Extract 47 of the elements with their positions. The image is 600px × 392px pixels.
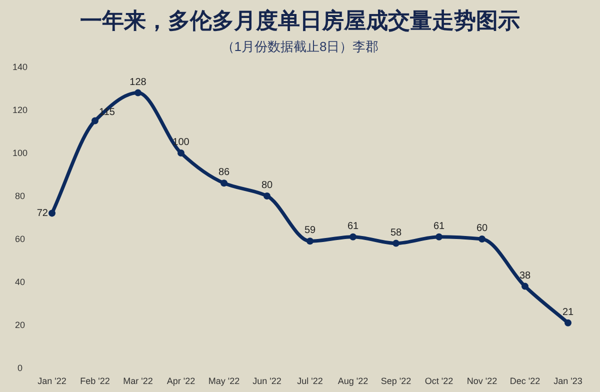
- y-tick-label: 120: [12, 105, 28, 115]
- x-tick-label: Dec '22: [510, 376, 540, 386]
- data-label: 59: [304, 225, 316, 236]
- x-tick-label: Jun '22: [252, 376, 282, 386]
- point: [264, 192, 270, 200]
- data-label: 38: [519, 270, 531, 282]
- point: [564, 319, 572, 326]
- y-tick-label: 80: [14, 191, 26, 201]
- x-tick-label: Nov '22: [466, 376, 498, 386]
- point: [220, 180, 228, 187]
- data-label: 61: [347, 220, 359, 232]
- chart-subtitle: （1月份数据截止8日）李郡: [221, 39, 379, 54]
- y-tick-label: 140: [12, 62, 28, 72]
- data-label: 61: [433, 220, 445, 232]
- data-label: 80: [261, 180, 273, 191]
- x-tick-label: Jul '22: [297, 376, 323, 386]
- point: [48, 210, 56, 217]
- x-tick-label: Apr '22: [166, 376, 196, 386]
- point: [392, 240, 400, 247]
- point: [92, 117, 98, 124]
- data-label: 72: [36, 208, 48, 220]
- x-tick-label: Jan '22: [38, 376, 66, 386]
- chart-title: 一年来，多伦多月度单日房屋成交量走势图示: [80, 8, 520, 34]
- data-label: 128: [130, 76, 147, 88]
- x-tick-label: May '22: [208, 376, 240, 386]
- x-tick-label: Oct '22: [424, 376, 454, 386]
- y-tick-label: 20: [14, 320, 26, 330]
- y-tick-label: 100: [12, 148, 28, 158]
- data-label: 86: [218, 167, 230, 178]
- x-tick-label: Feb '22: [80, 376, 110, 386]
- data-label: 58: [390, 227, 402, 238]
- point: [178, 150, 184, 156]
- point: [350, 233, 356, 240]
- x-tick-label: Aug '22: [338, 376, 368, 386]
- x-tick-label: Jan '23: [554, 376, 582, 386]
- data-label: 60: [476, 223, 488, 234]
- x-tick-label: Sep '22: [380, 376, 412, 386]
- point: [522, 282, 528, 290]
- y-tick-label: 0: [17, 363, 23, 373]
- point: [478, 236, 486, 242]
- point: [306, 238, 314, 245]
- x-tick-label: Mar '22: [123, 376, 153, 386]
- data-label: 21: [562, 306, 574, 318]
- y-tick-label: 60: [14, 234, 26, 244]
- point: [436, 233, 442, 240]
- point: [134, 89, 142, 96]
- y-tick-label: 40: [14, 277, 26, 287]
